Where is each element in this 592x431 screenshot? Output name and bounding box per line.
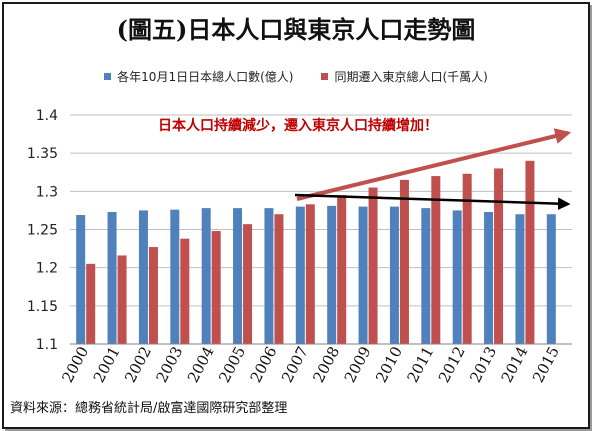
bar-japan xyxy=(452,210,462,344)
bar-japan xyxy=(515,214,525,344)
y-tick-label: 1.35 xyxy=(27,146,58,162)
bar-tokyo xyxy=(368,187,378,344)
y-tick-label: 1.25 xyxy=(27,223,58,239)
legend-swatch-red xyxy=(321,72,329,80)
legend-label-japan: 各年10月1日日本總人口數(億人) xyxy=(117,69,294,84)
bar-tokyo xyxy=(274,214,284,344)
bar-japan xyxy=(327,205,337,344)
bar-japan xyxy=(484,211,494,344)
legend-swatch-blue xyxy=(104,72,112,80)
annotation-text: 日本人口持續減少，遷入東京人口持續增加！ xyxy=(158,117,438,134)
x-tick-label: 2007 xyxy=(278,343,312,385)
x-tick-label: 2000 xyxy=(58,343,92,385)
bar-japan xyxy=(421,208,431,344)
bar-japan xyxy=(546,214,556,344)
x-tick-label: 2008 xyxy=(309,343,343,385)
bar-tokyo xyxy=(305,204,315,344)
legend: 各年10月1日日本總人口數(億人) 同期遷入東京總人口(千萬人) xyxy=(0,66,592,86)
bar-tokyo xyxy=(86,263,96,344)
bar-japan xyxy=(170,209,180,344)
bar-tokyo xyxy=(180,238,190,344)
x-tick-label: 2009 xyxy=(341,343,375,385)
bar-japan xyxy=(233,208,243,344)
bar-japan xyxy=(201,208,211,344)
bar-japan xyxy=(138,210,148,344)
bar-tokyo xyxy=(148,247,158,344)
x-tick-label: 2001 xyxy=(90,343,124,385)
x-tick-label: 2005 xyxy=(215,343,249,385)
legend-item-tokyo: 同期遷入東京總人口(千萬人) xyxy=(321,68,488,85)
x-tick-label: 2011 xyxy=(404,343,438,385)
bar-japan xyxy=(358,206,368,344)
x-tick-label: 2015 xyxy=(529,343,563,385)
y-tick-label: 1.15 xyxy=(27,299,58,315)
y-tick-label: 1.1 xyxy=(36,337,58,353)
x-tick-label: 2014 xyxy=(498,343,532,385)
bar-japan xyxy=(295,206,305,344)
bar-tokyo xyxy=(399,179,409,344)
x-tick-label: 2002 xyxy=(121,343,155,385)
y-tick-label: 1.3 xyxy=(36,184,58,200)
legend-item-japan: 各年10月1日日本總人口數(億人) xyxy=(104,68,293,85)
bar-tokyo xyxy=(431,176,441,344)
x-tick-label: 2003 xyxy=(153,343,187,385)
bar-tokyo xyxy=(525,160,535,344)
bar-japan xyxy=(264,208,274,344)
x-tick-label: 2010 xyxy=(372,343,406,385)
legend-label-tokyo: 同期遷入東京總人口(千萬人) xyxy=(334,69,488,84)
bar-tokyo xyxy=(462,173,472,344)
y-tick-label: 1.2 xyxy=(36,261,58,277)
x-tick-label: 2004 xyxy=(184,343,218,385)
y-tick-label: 1.4 xyxy=(36,108,58,124)
bar-japan xyxy=(389,206,399,344)
bar-tokyo xyxy=(494,168,504,344)
bar-tokyo xyxy=(117,255,127,344)
bar-tokyo xyxy=(243,224,253,344)
x-tick-label: 2013 xyxy=(466,343,500,385)
bar-tokyo xyxy=(337,195,347,344)
bar-japan xyxy=(76,214,86,344)
trend-arrow-tokyo xyxy=(296,128,572,201)
bar-tokyo xyxy=(211,231,221,344)
chart-title: (圖五)日本人口與東京人口走勢圖 xyxy=(116,15,476,44)
x-tick-label: 2012 xyxy=(435,343,469,385)
source-note: 資料來源：總務省統計局/啟富達國際研究部整理 xyxy=(10,401,288,416)
trend-arrow-japan xyxy=(294,193,571,210)
bar-japan xyxy=(107,211,117,344)
x-tick-label: 2006 xyxy=(247,343,281,385)
